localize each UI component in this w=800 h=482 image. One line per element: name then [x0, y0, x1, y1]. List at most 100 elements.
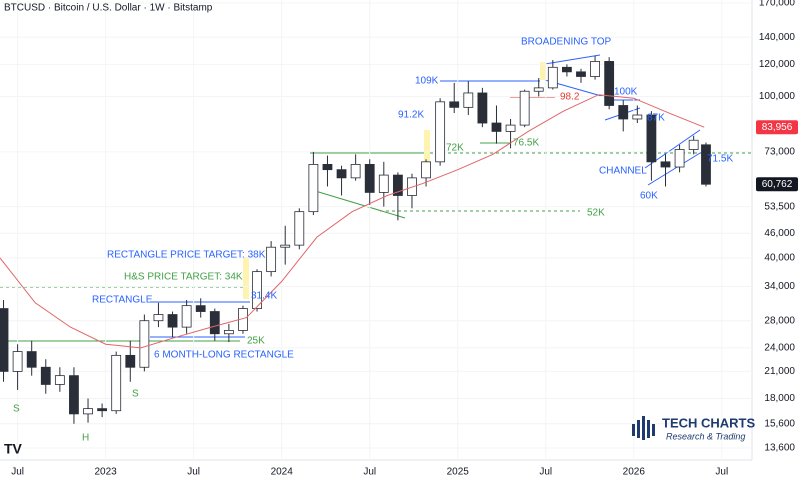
- x-tick-label: Jul: [539, 467, 552, 478]
- candle-body: [0, 308, 9, 372]
- plot: [0, 0, 752, 460]
- candle-body: [618, 105, 629, 120]
- y-tick-label: 15,600: [764, 418, 795, 429]
- annotation: 87K: [647, 113, 665, 124]
- candle-body: [12, 351, 23, 372]
- annotation: 109K: [415, 76, 439, 87]
- annotation: H&S PRICE TARGET: 34K: [124, 272, 243, 283]
- price-marker-label: 83,956: [762, 122, 793, 133]
- candle-body: [576, 71, 586, 77]
- annotation: RECTANGLE PRICE TARGET: 38K: [107, 250, 266, 261]
- candle-body: [83, 408, 93, 415]
- annotation: S: [132, 389, 139, 400]
- trendline: [311, 189, 406, 219]
- candle-body: [252, 271, 262, 309]
- price-marker-label: 60,762: [762, 179, 793, 190]
- logo-name: TECH CHARTS: [662, 415, 755, 430]
- candle-body: [364, 164, 375, 193]
- x-tick-label: 2025: [447, 467, 470, 478]
- annotation: 76.5K: [513, 138, 539, 149]
- annotation: 98.2: [560, 92, 580, 103]
- candle-body: [294, 211, 305, 246]
- candle-body: [463, 92, 474, 108]
- annotation: 91.2K: [398, 110, 424, 121]
- annotation: 52K: [587, 208, 605, 219]
- candle-body: [674, 149, 685, 168]
- candle-body: [533, 87, 544, 92]
- candle-body: [308, 164, 319, 213]
- y-tick-label: 21,000: [764, 366, 795, 377]
- candle-body: [223, 330, 234, 335]
- candle-body: [421, 161, 431, 179]
- logo-icon: [632, 416, 655, 440]
- y-tick-label: 100,000: [759, 91, 796, 102]
- candle-body: [350, 164, 361, 179]
- annotation: 60K: [640, 191, 658, 202]
- tv-logo: TV: [4, 441, 23, 457]
- annotation: H: [82, 433, 89, 444]
- y-tick-label: 120,000: [759, 59, 796, 70]
- annotation: 100K: [614, 87, 638, 98]
- candle-body: [139, 320, 150, 368]
- annotations: BROADENING TOP 109K 100K 98.2 91.2K 87K …: [13, 37, 733, 444]
- candle-body: [167, 314, 178, 328]
- y-tick-label: 40,000: [764, 253, 795, 264]
- x-tick-label: Jul: [715, 467, 728, 478]
- candle-body: [153, 314, 164, 322]
- annotation: 6 MONTH-LONG RECTANGLE: [154, 350, 294, 361]
- candle-body: [519, 90, 530, 126]
- annotation: 72K: [446, 143, 464, 154]
- candle-body: [392, 174, 403, 196]
- y-tick-label: 73,000: [764, 147, 795, 158]
- candle-body: [181, 305, 192, 328]
- candle-body: [547, 66, 558, 89]
- y-tick-label: 53,500: [764, 201, 795, 212]
- y-tick-label: 13,600: [764, 443, 795, 454]
- candle-body: [449, 101, 460, 108]
- y-tick-label: 28,000: [764, 315, 795, 326]
- candle-body: [111, 354, 122, 412]
- candle-body: [280, 244, 291, 248]
- breakout-highlight: [424, 130, 430, 163]
- candle-body: [660, 161, 671, 168]
- chart-title: BTCUSD · Bitcoin / U.S. Dollar · 1W · Bi…: [4, 3, 213, 14]
- candle-body: [562, 66, 572, 73]
- candle-body: [97, 408, 108, 412]
- candle-body: [505, 124, 516, 132]
- price-marker: [756, 120, 798, 135]
- x-tick-label: 2026: [623, 467, 646, 478]
- candle-body: [125, 354, 136, 368]
- moving-average: [0, 94, 705, 349]
- x-tick-label: 2024: [271, 467, 294, 478]
- annotation: 25K: [247, 336, 265, 347]
- y-tick-label: 46,000: [764, 228, 795, 239]
- candle-body: [491, 122, 502, 132]
- annotation: 71.5K: [707, 154, 733, 165]
- candle-body: [604, 61, 615, 106]
- candle-body: [69, 375, 79, 415]
- breakout-highlight: [540, 62, 546, 80]
- candle-body: [195, 305, 206, 312]
- candle-body: [40, 366, 51, 385]
- candle-body: [590, 61, 600, 77]
- candle-body: [266, 246, 277, 273]
- candle-body: [26, 351, 37, 368]
- annotation: BROADENING TOP: [521, 37, 612, 48]
- logo-tagline: Research & Trading: [666, 431, 745, 441]
- annotation: S: [13, 404, 20, 415]
- logo: TECH CHARTS Research & Trading: [632, 415, 755, 441]
- y-tick-label: 18,000: [764, 393, 795, 404]
- candle-body: [646, 114, 657, 163]
- x-tick-label: Jul: [187, 467, 200, 478]
- candle-body: [336, 169, 347, 179]
- price-marker: [756, 177, 798, 192]
- y-tick-label: 34,000: [764, 281, 795, 292]
- annotation: 31.4K: [251, 291, 277, 302]
- x-tick-label: Jul: [363, 467, 376, 478]
- trendline: [647, 149, 706, 186]
- candle-body: [688, 139, 699, 150]
- trendline: [544, 54, 601, 65]
- x-tick-label: Jul: [11, 467, 24, 478]
